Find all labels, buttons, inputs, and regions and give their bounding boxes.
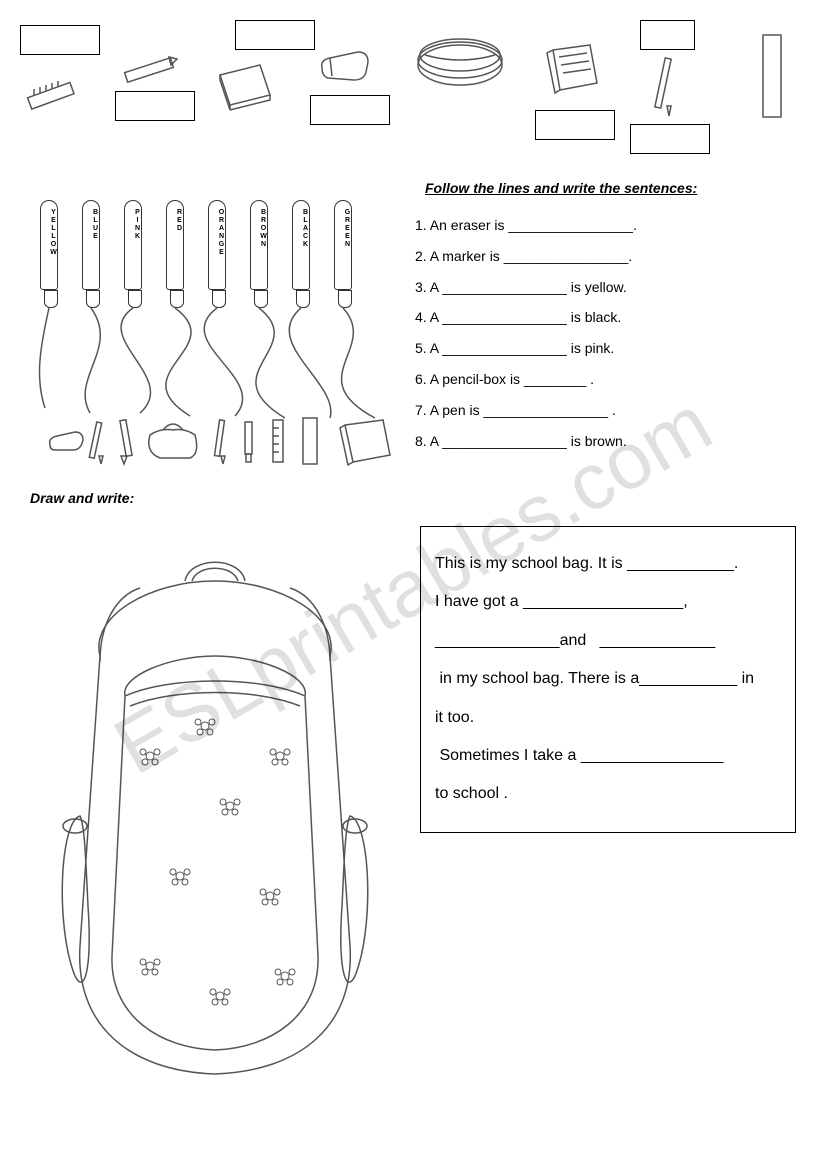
section1-labeling bbox=[0, 0, 826, 180]
marker-pink: PINK bbox=[124, 200, 146, 308]
pencil-icon bbox=[115, 35, 185, 90]
marker-label: ORANGE bbox=[209, 209, 225, 257]
markers-area: YELLOW BLUE PINK RED ORANGE BROWN BLACK … bbox=[30, 200, 410, 470]
label-box-5[interactable] bbox=[535, 110, 615, 140]
pencilcase-icon bbox=[410, 30, 510, 100]
marker-label: YELLOW bbox=[41, 209, 57, 257]
label-box-1[interactable] bbox=[20, 25, 100, 55]
sentence-7[interactable]: 7. A pen is ________________ . bbox=[415, 395, 637, 426]
sharpener-icon bbox=[755, 30, 790, 125]
sentence-5[interactable]: 5. A ________________ is pink. bbox=[415, 333, 637, 364]
sentence-6[interactable]: 6. A pencil-box is ________ . bbox=[415, 364, 637, 395]
notebook-icon bbox=[535, 35, 615, 105]
sentence-8[interactable]: 8. A ________________ is brown. bbox=[415, 426, 637, 457]
label-box-4[interactable] bbox=[310, 95, 390, 125]
marker-blue: BLUE bbox=[82, 200, 104, 308]
marker-label: RED bbox=[167, 209, 183, 233]
marker-black: BLACK bbox=[292, 200, 314, 308]
fill-paragraph-box[interactable]: This is my school bag. It is ___________… bbox=[420, 526, 796, 833]
heading-follow-lines: Follow the lines and write the sentences… bbox=[425, 180, 697, 196]
marker-red: RED bbox=[166, 200, 188, 308]
marker-label: GREEN bbox=[335, 209, 351, 249]
book-icon bbox=[205, 50, 285, 120]
marker-orange: ORANGE bbox=[208, 200, 230, 308]
label-box-6[interactable] bbox=[640, 20, 695, 50]
marker-label: BLUE bbox=[83, 209, 99, 241]
heading-draw-write: Draw and write: bbox=[30, 490, 796, 506]
sentence-2[interactable]: 2. A marker is ________________. bbox=[415, 241, 637, 272]
sentence-1[interactable]: 1. An eraser is ________________. bbox=[415, 210, 637, 241]
sentence-4[interactable]: 4. A ________________ is black. bbox=[415, 302, 637, 333]
marker-green: GREEN bbox=[334, 200, 356, 308]
label-box-3[interactable] bbox=[235, 20, 315, 50]
small-objects-row bbox=[45, 410, 415, 480]
section2-maze: Follow the lines and write the sentences… bbox=[0, 180, 826, 490]
marker-label: BROWN bbox=[251, 209, 267, 249]
marker-label: BLACK bbox=[293, 209, 309, 249]
school-bag-drawing bbox=[30, 526, 400, 1091]
sentence-3[interactable]: 3. A ________________ is yellow. bbox=[415, 272, 637, 303]
eraser-icon bbox=[310, 40, 380, 90]
fill-paragraph-text: This is my school bag. It is ___________… bbox=[435, 545, 781, 814]
label-box-7[interactable] bbox=[630, 124, 710, 154]
marker-brown: BROWN bbox=[250, 200, 272, 308]
marker-label: PINK bbox=[125, 209, 141, 241]
sentence-list: 1. An eraser is ________________. 2. A m… bbox=[415, 210, 637, 456]
marker-yellow: YELLOW bbox=[40, 200, 62, 308]
ruler-icon bbox=[20, 55, 80, 115]
section3-draw-write: Draw and write: bbox=[0, 490, 826, 1091]
pen-icon bbox=[640, 50, 690, 125]
label-box-2[interactable] bbox=[115, 91, 195, 121]
